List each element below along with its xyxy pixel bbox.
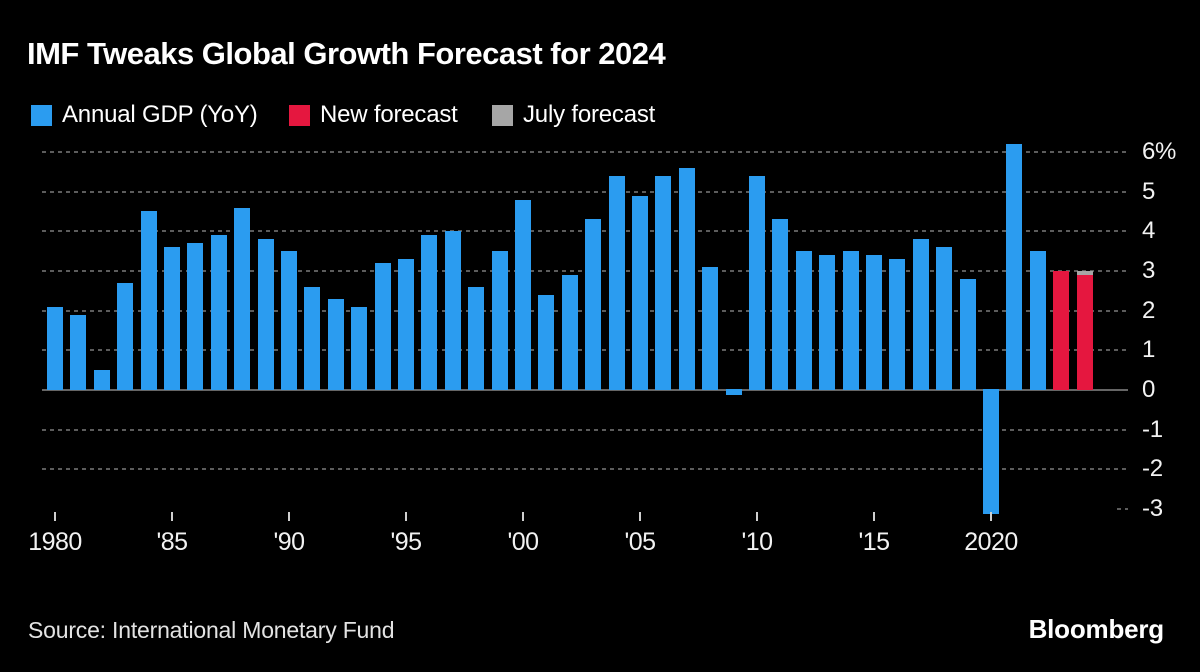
- bar-2007-actual: [679, 168, 695, 390]
- source-note: Source: International Monetary Fund: [28, 617, 395, 643]
- bar-1989-actual: [258, 239, 274, 390]
- bar-2010-actual: [749, 176, 765, 390]
- bar-1980-actual: [47, 307, 63, 390]
- bar-2014-actual: [843, 251, 859, 390]
- bar-1988-actual: [234, 208, 250, 390]
- legend-label-new-forecast: New forecast: [320, 101, 458, 128]
- bar-1997-actual: [445, 231, 461, 390]
- x-axis-label-2010: '10: [741, 528, 773, 556]
- bar-2006-actual: [655, 176, 671, 390]
- y-axis-label-6%: 6%: [1142, 138, 1177, 165]
- bar-1981-actual: [70, 315, 86, 390]
- y-axis-label-0: 0: [1142, 376, 1156, 403]
- bar-2002-actual: [562, 275, 578, 390]
- x-axis-label-1990: '90: [273, 528, 305, 556]
- gridline-6%: [42, 151, 1128, 153]
- x-axis-tick-1995: [405, 512, 407, 521]
- y-axis-label-1: 1: [1142, 336, 1156, 363]
- bar-2022-actual: [1030, 251, 1046, 390]
- bar-1985-actual: [164, 247, 180, 390]
- legend-item-annual-gdp: Annual GDP (YoY): [31, 101, 258, 128]
- y-axis-label-4: 4: [1142, 217, 1156, 244]
- y-axis-label--2: -2: [1142, 455, 1163, 482]
- x-axis-tick-1980: [54, 512, 56, 521]
- bar-2004-actual: [609, 176, 625, 390]
- y-axis-label-2: 2: [1142, 297, 1156, 324]
- legend-label-annual-gdp: Annual GDP (YoY): [62, 101, 258, 128]
- x-axis-label-2000: '00: [507, 528, 539, 556]
- bar-1993-actual: [351, 307, 367, 390]
- x-axis-tick-2010: [756, 512, 758, 521]
- bar-2005-actual: [632, 196, 648, 390]
- bar-1982-actual: [94, 370, 110, 390]
- x-axis-label-1980: 1980: [28, 528, 82, 556]
- bar-1983-actual: [117, 283, 133, 390]
- bar-1995-actual: [398, 259, 414, 390]
- x-axis-tick-2020: [990, 512, 992, 521]
- y-axis-label--3: -3: [1142, 495, 1163, 522]
- bar-1996-actual: [421, 235, 437, 390]
- gridline-0: [42, 389, 1128, 391]
- bar-1991-actual: [304, 287, 320, 390]
- bar-1986-actual: [187, 243, 203, 390]
- bar-2003-actual: [585, 219, 601, 390]
- bar-2013-actual: [819, 255, 835, 390]
- y-axis-label--1: -1: [1142, 416, 1163, 443]
- x-axis-tick-2005: [639, 512, 641, 521]
- y-axis-label-3: 3: [1142, 257, 1156, 284]
- x-axis-label-2020: 2020: [964, 528, 1018, 556]
- bar-1987-actual: [211, 235, 227, 390]
- bar-1984-actual: [141, 211, 157, 390]
- bar-2024-new-forecast: [1077, 275, 1093, 390]
- x-axis-label-2005: '05: [624, 528, 656, 556]
- bar-2021-actual: [1006, 144, 1022, 390]
- bar-2019-actual: [960, 279, 976, 390]
- gridline--2: [42, 468, 1128, 470]
- x-axis-label-2015: '15: [858, 528, 890, 556]
- bar-2020-actual: [983, 389, 999, 514]
- gridline-stub-minus3: [1117, 508, 1128, 510]
- legend-label-july-forecast: July forecast: [523, 101, 656, 128]
- bar-1990-actual: [281, 251, 297, 390]
- gridline--1: [42, 429, 1128, 431]
- bar-2009-actual: [726, 389, 742, 395]
- x-axis-label-1985: '85: [156, 528, 188, 556]
- bar-1992-actual: [328, 299, 344, 390]
- x-axis-tick-2015: [873, 512, 875, 521]
- x-axis-tick-1985: [171, 512, 173, 521]
- bar-2018-actual: [936, 247, 952, 390]
- legend-swatch-red-icon: [289, 104, 310, 126]
- legend-item-july-forecast: July forecast: [492, 101, 656, 128]
- bar-2011-actual: [772, 219, 788, 390]
- bar-1998-actual: [468, 287, 484, 390]
- x-axis-tick-2000: [522, 512, 524, 521]
- x-axis-tick-1990: [288, 512, 290, 521]
- x-axis-label-1995: '95: [390, 528, 422, 556]
- gridline-5: [42, 191, 1128, 193]
- bar-1999-actual: [492, 251, 508, 390]
- bloomberg-logo: Bloomberg: [1028, 614, 1165, 644]
- bar-2008-actual: [702, 267, 718, 390]
- legend-swatch-blue-icon: [31, 104, 52, 126]
- legend-swatch-gray-icon: [492, 104, 513, 126]
- legend-item-new-forecast: New forecast: [289, 101, 458, 128]
- bar-1994-actual: [375, 263, 391, 390]
- chart-title: IMF Tweaks Global Growth Forecast for 20…: [27, 36, 666, 71]
- bar-2023-new-forecast: [1053, 271, 1069, 390]
- y-axis-label-5: 5: [1142, 178, 1156, 205]
- bar-2000-actual: [515, 200, 531, 390]
- bar-2001-actual: [538, 295, 554, 390]
- bar-2015-actual: [866, 255, 882, 390]
- bar-2016-actual: [889, 259, 905, 390]
- bar-2012-actual: [796, 251, 812, 390]
- bar-2017-actual: [913, 239, 929, 390]
